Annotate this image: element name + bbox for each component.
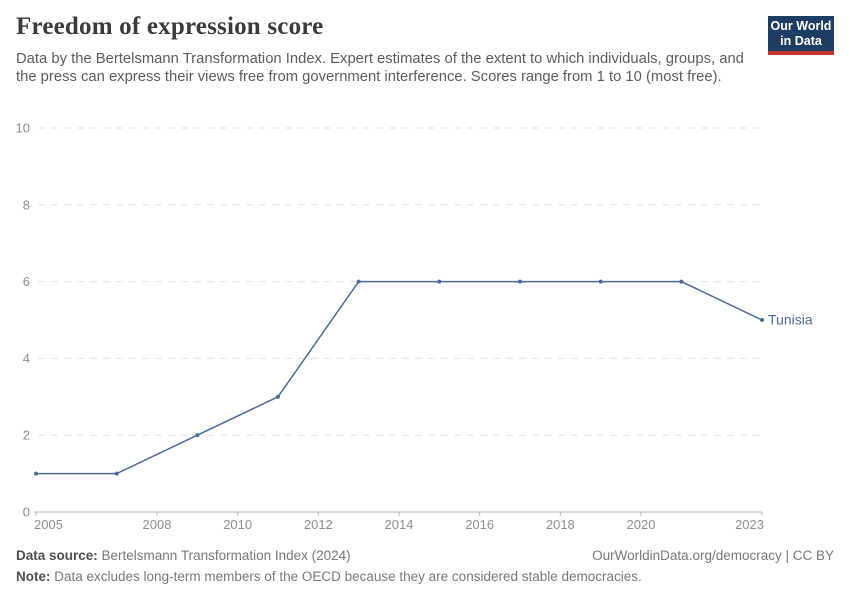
data-source-value: Bertelsmann Transformation Index (2024) [97,548,351,563]
data-point-marker [679,279,684,284]
x-axis-tick-label: 2023 [735,517,764,532]
x-axis-tick-label: 2016 [465,517,494,532]
x-axis-tick-label: 2008 [143,517,172,532]
x-axis-tick-label: 2020 [627,517,656,532]
data-point-marker [356,279,361,284]
series-end-label: Tunisia [768,312,813,328]
owid-logo: Our World in Data [768,16,834,55]
note-value: Data excludes long-term members of the O… [50,569,642,584]
owid-logo-line1: Our World [770,19,832,33]
y-axis-tick-label: 4 [23,351,30,366]
data-source-line: Data source: Bertelsmann Transformation … [16,548,351,563]
chart-subtitle: Data by the Bertelsmann Transformation I… [16,51,744,85]
data-point-marker [598,279,603,284]
series-line-tunisia [36,280,763,475]
y-axis-tick-label: 8 [23,197,30,212]
data-source-label: Data source: [16,548,98,563]
y-axis-tick-label: 6 [23,274,30,289]
x-axis-tick-label: 2005 [34,517,63,532]
y-axis-tick-label: 2 [23,428,30,443]
note-line: Note: Data excludes long-term members of… [16,569,642,584]
x-axis-tick-label: 2010 [223,517,252,532]
page-title: Freedom of expression score [16,13,324,40]
x-axis-tick-label: 2012 [304,517,333,532]
note-label: Note: [16,569,51,584]
y-axis-tick-label: 10 [16,121,30,136]
x-axis-tick-label: 2014 [385,517,414,532]
data-point-marker [276,394,280,399]
x-axis-tick-label: 2018 [546,517,575,532]
data-point-marker [195,433,200,438]
owid-logo-line2: in Data [780,34,822,48]
data-point-marker [760,318,764,322]
y-axis-tick-label: 0 [23,505,30,520]
data-point-marker [437,279,442,284]
data-point-marker [34,471,38,476]
data-point-marker [114,471,119,476]
rights-line: OurWorldinData.org/democracy | CC BY [592,548,834,563]
data-point-marker [518,279,522,284]
